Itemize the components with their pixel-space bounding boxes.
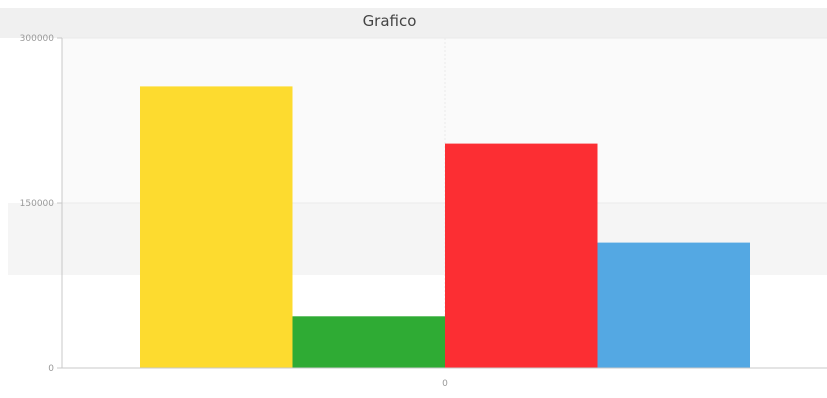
x-tick-label: 0: [442, 379, 448, 389]
axes: [57, 37, 827, 369]
bar[interactable]: [445, 143, 598, 368]
y-tick-label: 150000: [20, 199, 55, 209]
title-band: [0, 8, 827, 38]
chart-title: Grafico: [363, 12, 417, 30]
bars: [140, 86, 751, 369]
bar[interactable]: [597, 242, 751, 368]
bar[interactable]: [292, 316, 446, 368]
y-tick-label: 0: [48, 364, 54, 374]
tick-labels: 0 150000 300000 0: [20, 34, 448, 389]
bar[interactable]: [140, 86, 293, 369]
y-tick-label: 300000: [20, 34, 55, 44]
